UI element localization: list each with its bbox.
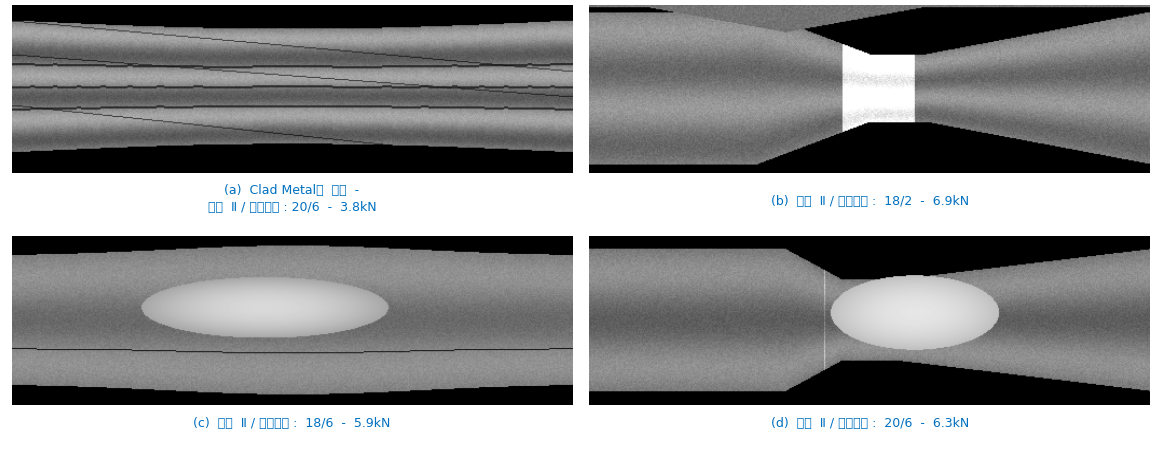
- Text: (a)  Clad Metal간  용접  -
통전  Ⅱ / 유지시간 : 20/6  -  3.8kN: (a) Clad Metal간 용접 - 통전 Ⅱ / 유지시간 : 20/6 …: [208, 184, 377, 213]
- Text: (c)  통전  Ⅱ / 유지시간 :  18/6  -  5.9kN: (c) 통전 Ⅱ / 유지시간 : 18/6 - 5.9kN: [193, 417, 391, 430]
- Text: (b)  통전  Ⅱ / 유지시간 :  18/2  -  6.9kN: (b) 통전 Ⅱ / 유지시간 : 18/2 - 6.9kN: [771, 195, 969, 208]
- Text: (d)  통전  Ⅱ / 유지시간 :  20/6  -  6.3kN: (d) 통전 Ⅱ / 유지시간 : 20/6 - 6.3kN: [771, 417, 969, 430]
